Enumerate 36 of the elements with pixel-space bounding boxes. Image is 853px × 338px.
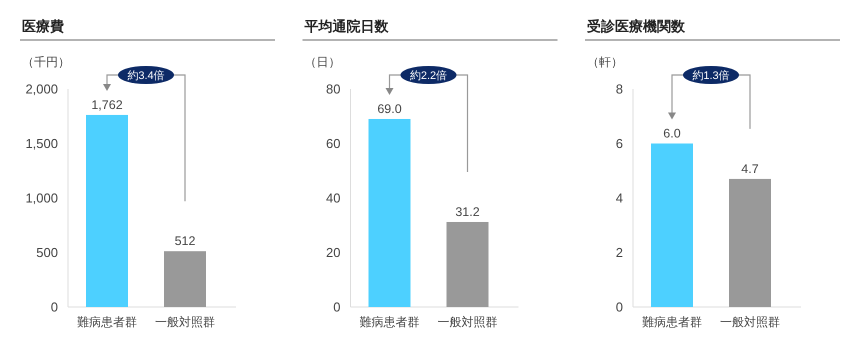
text: 約3.4倍: [127, 69, 165, 82]
y-tick-label: 2: [616, 245, 623, 260]
y-axis-title: （日）: [304, 55, 340, 69]
y-tick-label: 0: [333, 300, 340, 314]
x-tick-label: 難病患者群: [642, 315, 702, 329]
data-label: 512: [174, 234, 196, 248]
y-tick-label: 80: [326, 82, 340, 96]
x-tick-label: 一般対照群: [155, 315, 215, 329]
y-tick-label: 4: [616, 190, 623, 206]
y-tick-label: 0: [616, 300, 623, 314]
y-tick-label: 0: [50, 300, 58, 314]
y-tick-label: 500: [36, 245, 58, 260]
y-tick-label: 2,000: [25, 82, 58, 96]
data-label: 31.2: [455, 204, 480, 219]
data-label: 1,762: [91, 98, 123, 112]
y-tick-label: 6: [616, 136, 623, 151]
chart-title: 医療費: [22, 18, 64, 34]
chart-title: 平均通院日数: [304, 18, 390, 34]
y-axis-title: （千円）: [22, 55, 70, 69]
chart-title: 受診医療機関数: [586, 18, 686, 34]
y-tick-label: 1,500: [25, 136, 58, 151]
y-axis-title: （軒）: [587, 55, 623, 69]
y-tick-label: 40: [326, 190, 340, 206]
x-tick-label: 一般対照群: [720, 315, 780, 329]
data-label: 6.0: [663, 126, 681, 140]
y-tick-label: 1,000: [25, 190, 58, 206]
data-label: 69.0: [377, 102, 402, 116]
x-tick-label: 難病患者群: [360, 315, 420, 329]
y-tick-label: 60: [326, 136, 340, 151]
data-label: 4.7: [741, 162, 759, 176]
y-tick-label: 8: [616, 82, 623, 96]
x-tick-label: 一般対照群: [438, 315, 498, 329]
y-tick-label: 20: [326, 245, 340, 260]
text: 約2.2倍: [410, 69, 448, 82]
x-tick-label: 難病患者群: [77, 315, 137, 329]
text: 約1.3倍: [692, 69, 730, 82]
